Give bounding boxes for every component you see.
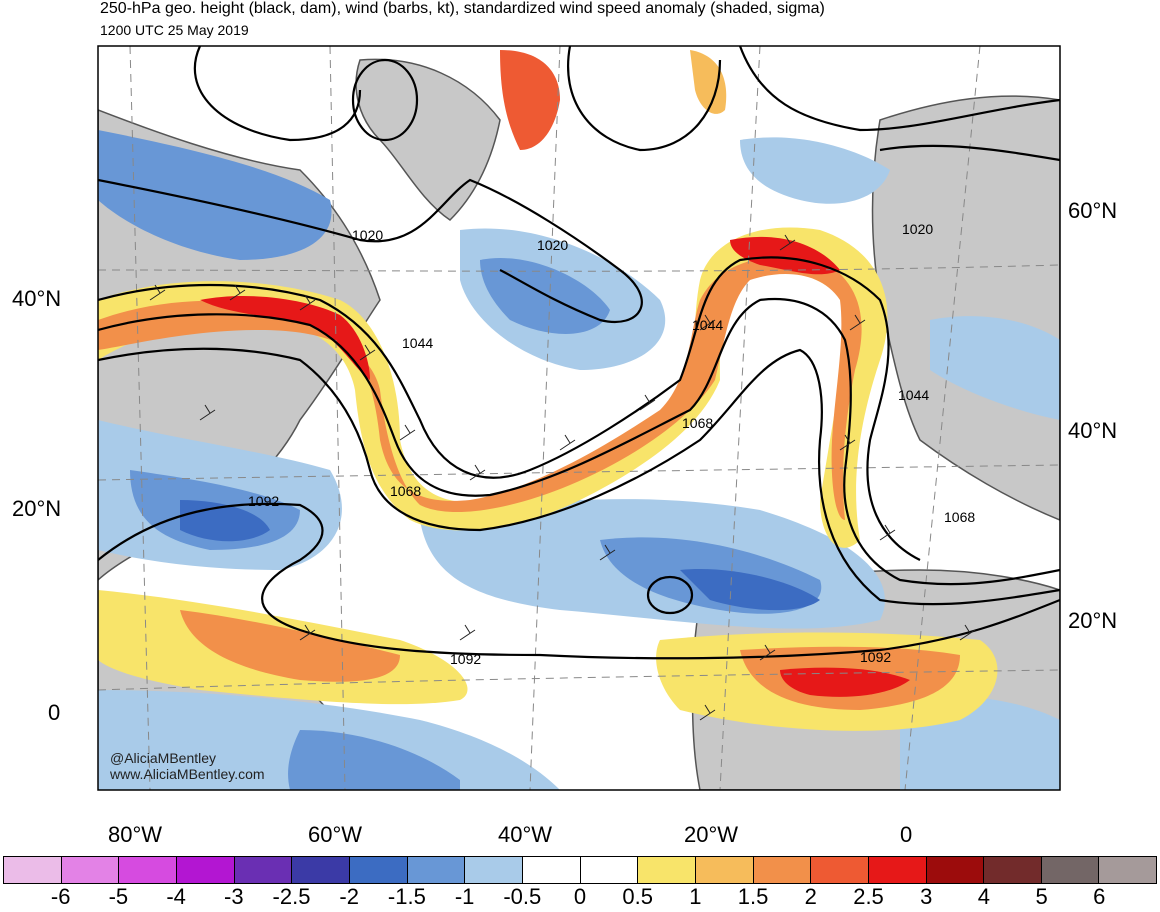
lon-label: 20°W <box>684 822 739 847</box>
lon-label: 0 <box>900 822 913 847</box>
height-contours <box>98 46 1060 660</box>
colorbar-label: -0.5 <box>503 884 542 909</box>
lat-label-right: 40°N <box>1068 418 1118 443</box>
contour-labels: 1020 1020 1020 1044 1044 1044 1068 1068 … <box>248 221 975 667</box>
contour-label: 1092 <box>450 651 481 667</box>
lon-label: 60°W <box>308 822 363 847</box>
lat-label-right: 20°N <box>1068 608 1118 633</box>
colorbar-segment <box>753 857 812 883</box>
colorbar-label: -4 <box>166 884 186 909</box>
wind-barbs <box>149 234 976 721</box>
lon-label: 40°W <box>498 822 553 847</box>
colorbar-label: -3 <box>224 884 244 909</box>
colorbar-segment <box>234 857 293 883</box>
lat-label-left: 20°N <box>12 496 62 521</box>
colorbar-segment <box>465 857 523 883</box>
colorbar-label: -1.5 <box>387 884 426 909</box>
map-frame <box>97 45 1061 791</box>
colorbar-segment <box>119 857 177 883</box>
colorbar-segment <box>580 857 639 883</box>
contour-label: 1092 <box>860 649 891 665</box>
colorbar-label: -5 <box>108 884 129 909</box>
colorbar-label: -1 <box>454 884 475 909</box>
colorbar-segment <box>984 857 1042 883</box>
colorbar-label: 1 <box>689 884 702 909</box>
contour-label: 1092 <box>248 493 279 509</box>
colorbar-segment <box>292 857 350 883</box>
colorbar-segment <box>926 857 985 883</box>
lat-label-left: 0 <box>48 700 61 725</box>
colorbar-label: -2 <box>339 884 359 909</box>
land-greenland <box>355 58 501 221</box>
contour-label: 1068 <box>682 415 713 431</box>
lat-label-left: 40°N <box>12 286 62 311</box>
colorbar-segment <box>638 857 696 883</box>
colorbar-label: 0 <box>573 884 587 909</box>
contour-label: 1044 <box>898 387 929 403</box>
colorbar-label: 5 <box>1035 884 1048 909</box>
contour-label: 1020 <box>537 237 568 253</box>
colorbar-label: 0.5 <box>622 884 653 909</box>
colorbar-segment <box>695 857 754 883</box>
colorbar-segment <box>4 857 62 883</box>
colorbar-segment <box>407 857 466 883</box>
colorbar-label: 4 <box>977 884 991 909</box>
colorbar-segment <box>1041 857 1100 883</box>
colorbar-label: 1.5 <box>737 884 769 909</box>
colorbar-segment <box>176 857 235 883</box>
colorbar-label: 3 <box>920 884 933 909</box>
colorbar-segment <box>61 857 120 883</box>
colorbar-segment <box>868 857 927 883</box>
contour-label: 1020 <box>352 227 383 243</box>
contour-label: 1068 <box>944 509 975 525</box>
credit-website: www.AliciaMBentley.com <box>110 766 265 782</box>
colorbar-segment <box>1099 857 1157 883</box>
lat-label-right: 60°N <box>1068 198 1118 223</box>
contour-label: 1020 <box>902 221 933 237</box>
map-title: 250-hPa geo. height (black, dam), wind (… <box>100 0 825 17</box>
contour-label: 1044 <box>402 335 433 351</box>
contour-label: 1044 <box>692 317 723 333</box>
positive-anomaly-shading <box>98 50 998 731</box>
colorbar <box>3 856 1157 884</box>
credit-handle: @AliciaMBentley <box>110 750 217 766</box>
graticule <box>98 46 1060 790</box>
valid-time: 1200 UTC 25 May 2019 <box>100 22 249 38</box>
lon-label: 80°W <box>108 822 163 847</box>
colorbar-segment <box>811 857 869 883</box>
colorbar-segment <box>522 857 581 883</box>
colorbar-label: 6 <box>1093 884 1106 909</box>
contour-label: 1068 <box>390 483 421 499</box>
colorbar-label: -2.5 <box>272 884 311 909</box>
colorbar-label: -6 <box>50 884 71 909</box>
land-europe <box>871 95 1060 521</box>
colorbar-label: 2.5 <box>853 884 884 909</box>
colorbar-segment <box>349 857 408 883</box>
colorbar-label: 2 <box>804 884 817 909</box>
